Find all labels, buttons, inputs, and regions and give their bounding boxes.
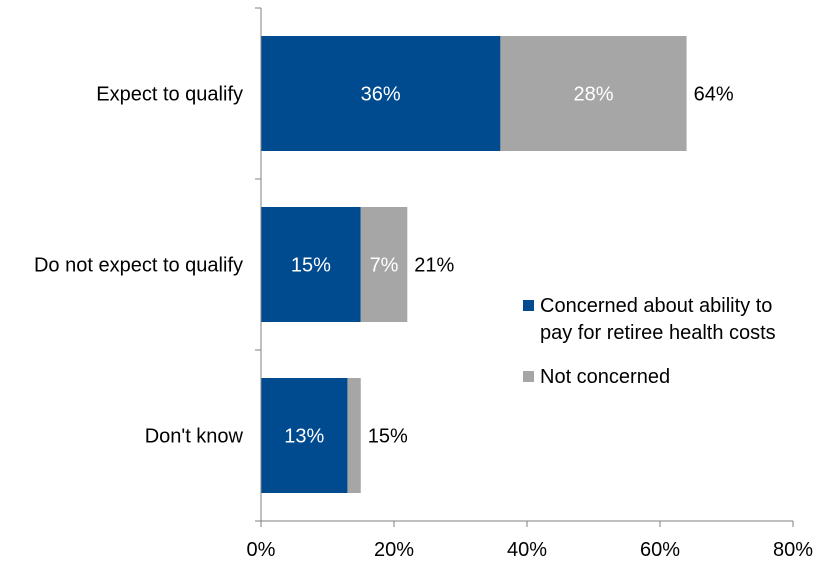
bar-total-label: 15% <box>368 426 408 448</box>
x-tick-label: 60% <box>640 539 680 560</box>
legend-swatch-concerned <box>523 300 534 311</box>
bar-value-label: 15% <box>291 255 331 277</box>
bar-total-label: 64% <box>694 84 734 106</box>
bar-concerned-about-abil-expect-to-qualify <box>261 36 501 151</box>
axis-layer: 0% 20% 40% 60% 80% <box>247 7 813 561</box>
category-label: Expect to qualify <box>96 84 243 106</box>
bar-value-label: 28% <box>573 84 613 106</box>
bar-not-concerned-don-t-know <box>347 378 361 493</box>
legend-swatch-not-concerned <box>523 371 534 382</box>
bar-value-label: 7% <box>370 255 399 277</box>
x-tick-label: 0% <box>247 539 276 560</box>
x-tick-label: 40% <box>507 539 547 560</box>
bar-concerned-about-abil-don-t-know <box>261 378 348 493</box>
legend-label: Concerned about ability to <box>540 295 772 317</box>
bar-total-label: 21% <box>414 255 454 277</box>
bar-not-concerned-expect-to-qualify <box>500 36 687 151</box>
x-tick-label: 80% <box>773 539 813 560</box>
legend-label: Not concerned <box>540 366 670 388</box>
category-label: Do not expect to qualify <box>34 255 243 277</box>
legend: Concerned about ability to pay for retire… <box>523 295 776 388</box>
bar-not-concerned-do-not-expect-to-qualify <box>360 207 408 322</box>
bar-value-label: 36% <box>361 84 401 106</box>
labels-layer: 36% 28% 64% Expect to qualify 15% 7% 21% Do not… <box>34 84 734 448</box>
bar-value-label: 13% <box>284 426 324 448</box>
bar-concerned-about-abil-do-not-expect-to-qualify <box>261 207 361 322</box>
bars-layer <box>261 36 687 493</box>
legend-label: pay for retiree health costs <box>540 322 776 344</box>
category-label: Don't know <box>145 426 244 448</box>
x-tick-label: 20% <box>374 539 414 560</box>
